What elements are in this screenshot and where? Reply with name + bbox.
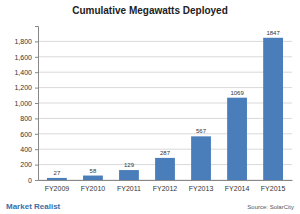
y-tick: 800	[20, 115, 38, 122]
x-tick-label: FY2015	[261, 185, 286, 192]
y-axis-line	[35, 27, 39, 181]
bar	[263, 38, 283, 180]
x-axis-line	[39, 180, 293, 181]
bars	[47, 38, 283, 180]
grid-line	[38, 41, 292, 42]
x-tick: FY2014	[225, 180, 250, 192]
y-axis: 0 200 400 600 800 1,000 1,200 1,400 1,600 1,800	[14, 27, 38, 184]
grid-line	[38, 72, 292, 73]
x-tick: FY2013	[189, 180, 214, 192]
y-tick-label: 1,800	[14, 38, 32, 45]
data-labels: 27 58 129 287 567 1069 1847	[54, 30, 281, 176]
y-tick-mark	[35, 72, 38, 73]
bar	[191, 136, 211, 180]
y-tick-mark	[35, 103, 38, 104]
y-tick-label: 1,400	[14, 69, 32, 76]
x-tick-label: FY2014	[225, 185, 250, 192]
y-tick-label: 400	[20, 146, 32, 153]
chart: 0 200 400 600 800 1,000 1,200 1,400 1,600 1,800 FY…	[0, 0, 300, 214]
grid-line	[38, 56, 292, 57]
x-tick: FY2010	[81, 180, 106, 192]
x-tick: FY2009	[45, 180, 70, 192]
watermark: Market Realist	[6, 202, 61, 211]
bar	[155, 158, 175, 180]
title: Cumulative Megawatts Deployed	[72, 5, 228, 16]
y-tick-mark	[35, 118, 38, 119]
data-label: 129	[124, 162, 135, 168]
y-tick-mark	[35, 41, 38, 42]
y-tick: 1,600	[14, 54, 38, 61]
y-tick: 600	[20, 131, 38, 138]
x-tick-label: FY2011	[117, 185, 141, 192]
grid-line	[38, 87, 292, 88]
y-tick: 1,400	[14, 69, 38, 76]
bar	[47, 178, 67, 180]
y-tick-mark	[35, 88, 38, 89]
data-label: 567	[196, 128, 207, 134]
y-tick: 400	[20, 146, 38, 153]
data-label: 58	[90, 168, 97, 174]
bar	[227, 98, 247, 180]
y-tick-label: 0	[28, 177, 32, 184]
data-label: 27	[54, 170, 61, 176]
y-tick-label: 600	[20, 131, 32, 138]
x-tick-label: FY2010	[81, 185, 106, 192]
y-tick: 1,000	[14, 100, 38, 107]
x-tick: FY2011	[117, 180, 141, 192]
grid	[38, 41, 292, 180]
y-tick: 200	[20, 161, 38, 168]
grid-line	[38, 133, 292, 134]
y-tick: 0	[28, 177, 38, 184]
data-label: 1847	[266, 30, 280, 36]
y-tick: 1,800	[14, 38, 38, 45]
x-tick: FY2015	[261, 180, 286, 192]
bar	[83, 176, 103, 180]
y-tick-label: 1,200	[14, 84, 32, 91]
data-label: 1069	[230, 90, 244, 96]
y-tick-label: 1,600	[14, 54, 32, 61]
x-tick-label: FY2009	[45, 185, 70, 192]
x-axis: FY2009 FY2010 FY2011 FY2012 FY2013 FY2014 FY20…	[39, 180, 293, 192]
y-tick-mark	[35, 57, 38, 58]
y-tick-mark	[35, 149, 38, 150]
y-tick-mark	[35, 165, 38, 166]
grid-line	[38, 103, 292, 104]
y-tick-mark	[35, 134, 38, 135]
y-tick-mark	[35, 180, 38, 181]
x-tick: FY2012	[153, 180, 178, 192]
source: Source: SolarCity	[247, 204, 294, 210]
y-tick-label: 1,000	[14, 100, 32, 107]
x-tick-label: FY2013	[189, 185, 214, 192]
x-tick-label: FY2012	[153, 185, 178, 192]
plot: 0 200 400 600 800 1,000 1,200 1,400 1,600 1,800 FY…	[14, 27, 292, 192]
grid-line	[38, 118, 292, 119]
y-tick: 1,200	[14, 84, 38, 91]
y-tick-label: 800	[20, 115, 32, 122]
y-tick-label: 200	[20, 161, 32, 168]
bar	[119, 170, 139, 180]
data-label: 287	[160, 150, 171, 156]
